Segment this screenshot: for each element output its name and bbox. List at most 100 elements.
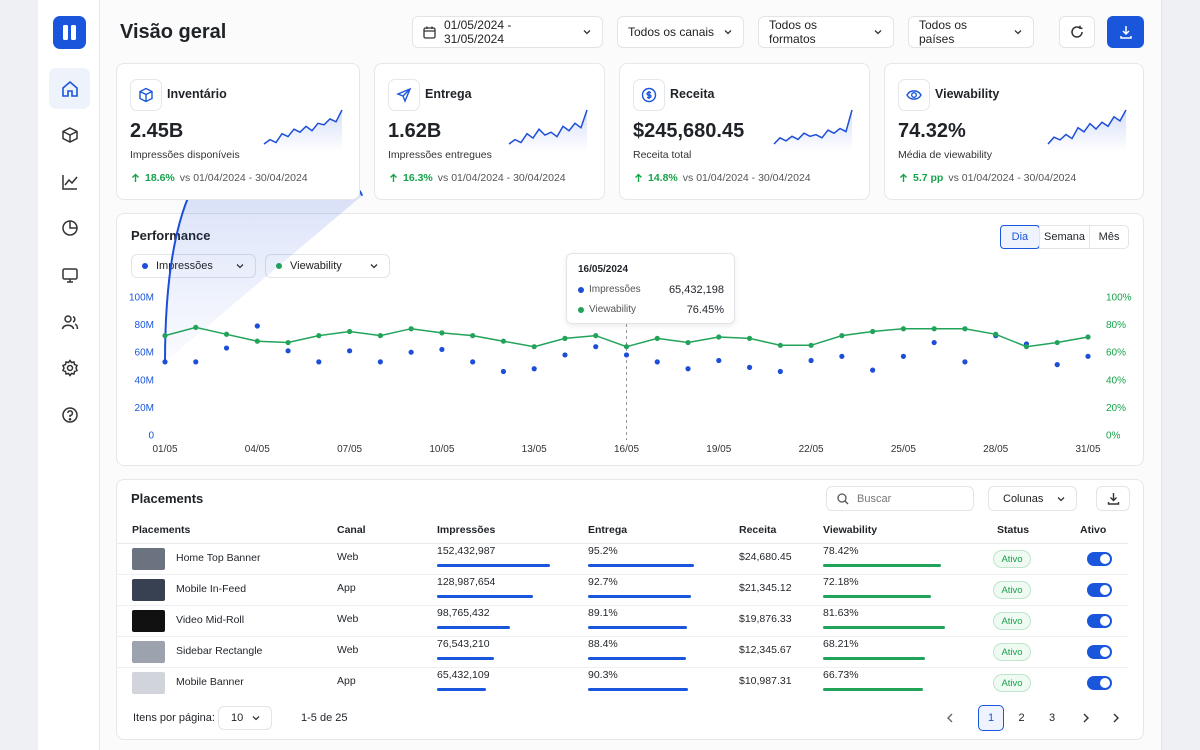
series-point — [408, 326, 414, 332]
kpi-card: Entrega 1.62B Impressões entregues 16.3% vs … — [374, 63, 605, 200]
kpi-change-row: 5.7 pp vs 01/04/2024 - 30/04/2024 — [899, 172, 1076, 184]
nav-trends[interactable] — [49, 161, 90, 202]
last-page[interactable] — [1110, 712, 1122, 724]
nav-help[interactable] — [49, 394, 90, 435]
nav-inventory[interactable] — [49, 114, 90, 155]
series-point — [470, 359, 476, 365]
prev-page[interactable] — [944, 712, 956, 724]
active-toggle[interactable] — [1087, 645, 1112, 659]
kpi-icon — [898, 79, 930, 111]
sparkline — [508, 109, 588, 152]
columns-button[interactable]: Colunas — [988, 486, 1077, 511]
sparkline — [773, 109, 853, 152]
channel: Web — [337, 613, 359, 625]
per-page-select[interactable]: 10 — [218, 706, 272, 730]
nav-users[interactable] — [49, 301, 90, 342]
series-point — [162, 359, 168, 365]
page-button[interactable]: 1 — [978, 705, 1004, 731]
x-tick-label: 04/05 — [245, 444, 270, 455]
download-button[interactable] — [1107, 16, 1144, 48]
active-toggle[interactable] — [1087, 552, 1112, 566]
period-button[interactable]: Semana — [1038, 226, 1089, 248]
channel-filter[interactable]: Todos os canais — [617, 16, 744, 48]
country-filter[interactable]: Todos os países — [908, 16, 1034, 48]
nav-reports[interactable] — [49, 207, 90, 248]
series-point — [562, 352, 568, 358]
viewability: 66.73% — [823, 669, 859, 681]
refresh-button[interactable] — [1059, 16, 1095, 48]
viewability: 68.21% — [823, 638, 859, 650]
placement-name: Video Mid-Roll — [176, 614, 245, 626]
delivery-bar — [588, 688, 689, 691]
kpi-title: Receita — [670, 87, 715, 101]
table-title: Placements — [131, 491, 204, 506]
series-point — [316, 359, 322, 365]
kpi-change: 16.3% — [403, 172, 433, 184]
impressions: 98,765,432 — [437, 607, 490, 619]
impressions-bar — [437, 595, 533, 598]
tooltip-dot — [578, 307, 584, 313]
x-tick-label: 31/05 — [1075, 444, 1100, 455]
page-button[interactable]: 3 — [1048, 712, 1056, 724]
series-point — [839, 333, 845, 339]
series-point — [685, 339, 691, 346]
sparkline-line — [1047, 109, 1127, 145]
period-toggle: Dia Semana Mês — [1000, 225, 1129, 249]
next-page[interactable] — [1080, 712, 1092, 724]
delivery: 88.4% — [588, 638, 618, 650]
period-button[interactable]: Mês — [1089, 226, 1128, 248]
series-point — [654, 359, 660, 365]
kpi-value: 2.45B — [130, 120, 184, 142]
kpi-change-row: 18.6% vs 01/04/2024 - 30/04/2024 — [131, 172, 308, 184]
status-badge: Ativo — [993, 581, 1031, 599]
kpi-value: $245,680.45 — [633, 120, 745, 142]
sparkline-area — [1048, 110, 1126, 152]
viewability-bar — [823, 657, 926, 660]
active-toggle[interactable] — [1087, 676, 1112, 690]
nav-settings[interactable] — [49, 347, 90, 388]
active-toggle[interactable] — [1087, 583, 1112, 597]
x-tick-label: 01/05 — [152, 444, 177, 455]
series-name: Viewability — [290, 260, 342, 272]
series-point — [1054, 339, 1060, 346]
search-box[interactable]: Buscar — [826, 486, 974, 511]
series-point — [654, 335, 660, 341]
series-point — [531, 366, 537, 372]
impressions-bar — [437, 688, 486, 691]
kpi-label: Receita total — [633, 149, 692, 161]
sparkline-line — [508, 109, 588, 145]
nav-home[interactable] — [49, 68, 90, 109]
table-download[interactable] — [1096, 486, 1130, 511]
series-point — [162, 333, 168, 339]
status-badge: Ativo — [993, 643, 1031, 661]
y2-tick-label: 20% — [1106, 403, 1126, 414]
kpi-change: 14.8% — [648, 172, 678, 184]
header-divider — [116, 543, 1128, 544]
series-point — [593, 333, 599, 339]
kpi-icon — [130, 79, 162, 111]
y2-tick-label: 0% — [1106, 431, 1121, 442]
row-divider — [116, 636, 1128, 637]
status-badge: Ativo — [993, 674, 1031, 692]
nav-display[interactable] — [49, 254, 90, 295]
row-divider — [116, 605, 1128, 606]
active-toggle[interactable] — [1087, 614, 1112, 628]
impressions: 128,987,654 — [437, 576, 496, 588]
viewability-bar — [823, 626, 946, 629]
series-point — [593, 344, 599, 350]
period-button[interactable]: Dia — [1000, 225, 1040, 249]
placement-name: Sidebar Rectangle — [176, 645, 263, 657]
format-filter[interactable]: Todos os formatos — [758, 16, 894, 48]
y-tick-label: 0 — [148, 431, 154, 442]
search-placeholder: Buscar — [857, 492, 892, 505]
series-point — [1085, 353, 1091, 359]
page-button[interactable]: 2 — [1018, 712, 1025, 724]
date-range-picker[interactable]: 01/05/2024 - 31/05/2024 — [412, 16, 603, 48]
revenue: $21,345.12 — [739, 582, 792, 594]
x-tick-label: 16/05 — [614, 444, 639, 455]
kpi-change: 18.6% — [145, 172, 175, 184]
series-point — [500, 338, 507, 344]
filter-label: Todos os formatos — [769, 18, 818, 46]
impressions-bar — [437, 657, 494, 660]
